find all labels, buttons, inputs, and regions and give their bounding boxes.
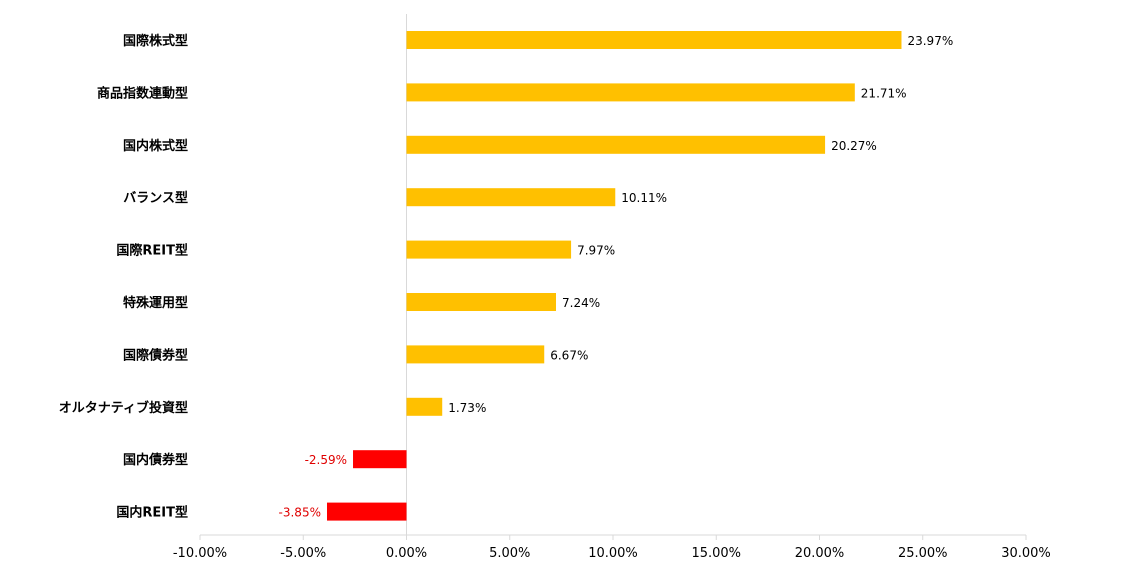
data-label: 1.73% — [448, 401, 486, 415]
category-label: オルタナティブ投資型 — [59, 400, 188, 416]
bar — [406, 83, 855, 102]
data-label: 21.71% — [861, 86, 907, 100]
bar — [406, 135, 826, 154]
category-label: 国内REIT型 — [116, 505, 188, 521]
category-label: バランス型 — [123, 190, 188, 206]
x-tick-label: 20.00% — [795, 546, 845, 561]
bar — [326, 502, 407, 521]
category-label: 国際REIT型 — [116, 243, 188, 259]
category-label: 国内株式型 — [123, 138, 188, 154]
x-tick-label: 10.00% — [588, 546, 638, 561]
x-tick-label: -5.00% — [280, 546, 326, 561]
bar — [353, 450, 407, 469]
data-label: 10.11% — [621, 191, 667, 205]
bar — [406, 240, 572, 259]
x-tick-label: 25.00% — [898, 546, 948, 561]
category-label: 特殊運用型 — [123, 295, 188, 311]
category-label: 国内債券型 — [123, 452, 188, 468]
data-label: 20.27% — [831, 139, 877, 153]
x-tick-label: -10.00% — [173, 546, 227, 561]
data-label: 6.67% — [550, 348, 588, 362]
x-tick-label: 15.00% — [691, 546, 741, 561]
bar — [406, 397, 443, 416]
bar — [406, 345, 545, 364]
data-label: 23.97% — [907, 34, 953, 48]
x-tick-label: 5.00% — [489, 546, 530, 561]
x-tick-label: 30.00% — [1001, 546, 1051, 561]
x-tick-label: 0.00% — [386, 546, 427, 561]
bar — [406, 293, 557, 311]
data-label: 7.24% — [562, 296, 600, 310]
data-label: -3.85% — [279, 506, 321, 520]
data-label: 7.97% — [577, 244, 615, 258]
category-label: 国際株式型 — [123, 33, 188, 49]
data-label: -2.59% — [305, 453, 347, 467]
bar — [406, 31, 902, 49]
bar — [406, 188, 616, 207]
category-label: 国際債券型 — [123, 347, 188, 363]
plot-area: -10.00% -5.00% 0.00% 5.00% 10.00% 15.00% 20.00… — [59, 14, 1051, 561]
category-label: 商品指数連動型 — [97, 85, 188, 101]
